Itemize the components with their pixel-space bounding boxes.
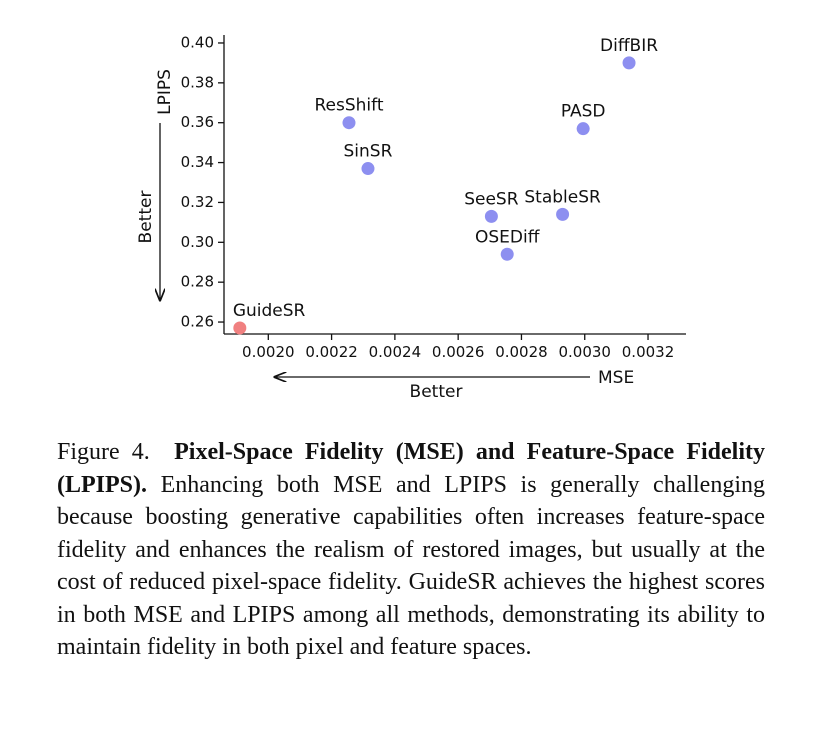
y-tick-label: 0.30 <box>181 233 214 251</box>
x-tick-label: 0.0020 <box>242 343 295 361</box>
y-tick-label: 0.34 <box>181 153 214 171</box>
caption-prefix: Figure 4. <box>57 439 150 465</box>
data-points: GuideSR ResShift SinSR SeeSR StableSR OSEDiff… <box>233 36 658 335</box>
y-axis-ticks: 0.26 0.28 0.30 0.32 0.34 0.36 0.38 0.40 <box>181 33 224 331</box>
caption-body: Enhancing both MSE and LPIPS is generall… <box>57 471 765 661</box>
y-tick-label: 0.26 <box>181 313 214 331</box>
point-label-seesr: SeeSR <box>464 189 519 209</box>
point-label-diffbir: DiffBIR <box>600 36 658 56</box>
x-axis-ticks: 0.0020 0.0022 0.0024 0.0026 0.0028 0.0030 0.00… <box>242 334 674 361</box>
y-tick-label: 0.32 <box>181 193 214 211</box>
x-better-label: Better <box>410 382 463 402</box>
figure-caption: Figure 4. Pixel-Space Fidelity (MSE) and… <box>57 436 765 664</box>
point-label-osediff: OSEDiff <box>475 227 541 247</box>
point-pasd <box>576 122 590 136</box>
point-sinsr <box>361 162 375 176</box>
point-stablesr <box>556 207 570 221</box>
x-tick-label: 0.0024 <box>369 343 422 361</box>
x-tick-label: 0.0030 <box>558 343 611 361</box>
point-label-pasd: PASD <box>561 102 606 122</box>
x-tick-label: 0.0032 <box>622 343 675 361</box>
y-better-label: Better <box>136 191 156 244</box>
point-resshift <box>342 116 356 130</box>
point-diffbir <box>622 56 636 70</box>
point-label-resshift: ResShift <box>314 96 383 116</box>
y-tick-label: 0.38 <box>181 73 214 91</box>
point-guidesr <box>233 321 247 335</box>
caption-title: Pixel-Space Fidelity (MSE) and Feature-S… <box>57 439 765 498</box>
y-tick-label: 0.36 <box>181 113 214 131</box>
y-axis-title: LPIPS <box>155 69 175 115</box>
point-label-stablesr: StableSR <box>524 187 601 207</box>
point-label-sinsr: SinSR <box>344 142 393 162</box>
x-tick-label: 0.0022 <box>305 343 358 361</box>
x-tick-label: 0.0026 <box>432 343 485 361</box>
point-seesr <box>484 209 498 223</box>
x-axis-title: MSE <box>598 368 634 388</box>
y-tick-label: 0.40 <box>181 33 214 51</box>
scatter-chart: 0.260.280.300.320.340.360.380.40 0.0020 0… <box>136 33 686 402</box>
point-osediff <box>500 247 514 261</box>
x-tick-label: 0.0028 <box>495 343 548 361</box>
point-label-guidesr: GuideSR <box>233 301 306 321</box>
y-tick-label: 0.28 <box>181 273 214 291</box>
